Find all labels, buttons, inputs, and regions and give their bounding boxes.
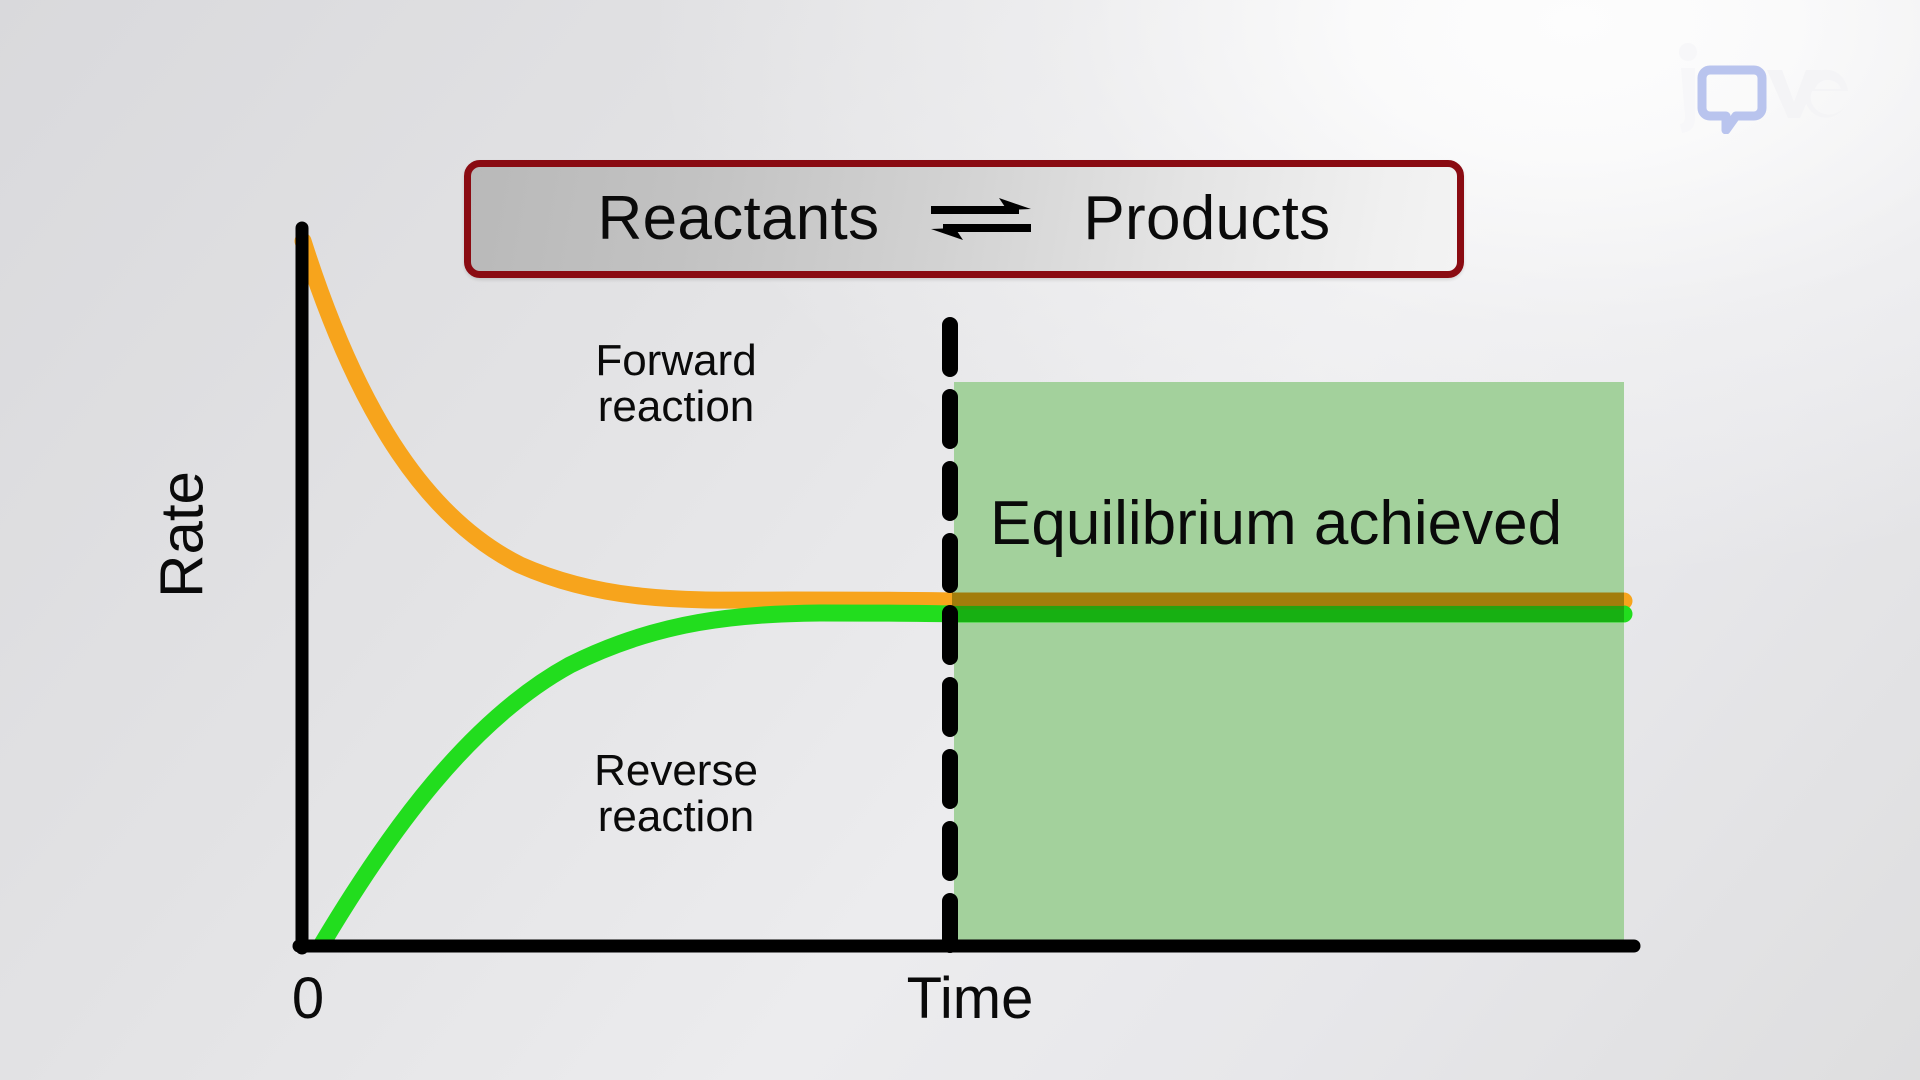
equilibrium-arrow-icon bbox=[931, 198, 1032, 240]
reverse-reaction-annotation: Reverse reaction bbox=[594, 746, 758, 841]
jove-logo bbox=[1679, 43, 1848, 134]
equilibrium-region bbox=[954, 382, 1624, 948]
jove-logo-o-bubble bbox=[1697, 65, 1767, 134]
jove-logo-j-stem bbox=[1680, 68, 1695, 133]
jove-logo-e bbox=[1804, 69, 1848, 118]
reverse-reaction-curve bbox=[313, 604, 1633, 953]
x-axis-origin-label: 0 bbox=[291, 966, 325, 1031]
forward-reaction-curve bbox=[294, 232, 1633, 610]
reaction-equation-banner: Reactants Products bbox=[464, 160, 1464, 278]
forward-reaction-annotation: Forward reaction bbox=[595, 336, 757, 431]
products-label: Products bbox=[1083, 184, 1331, 253]
reactants-label: Reactants bbox=[597, 184, 880, 253]
jove-logo-glyphs bbox=[1679, 43, 1848, 134]
x-axis-label: Time bbox=[906, 966, 1034, 1031]
y-axis-label: Rate bbox=[148, 471, 216, 598]
jove-logo-j-dot bbox=[1679, 43, 1697, 61]
equilibrium-achieved-annotation: Equilibrium achieved bbox=[990, 489, 1563, 558]
